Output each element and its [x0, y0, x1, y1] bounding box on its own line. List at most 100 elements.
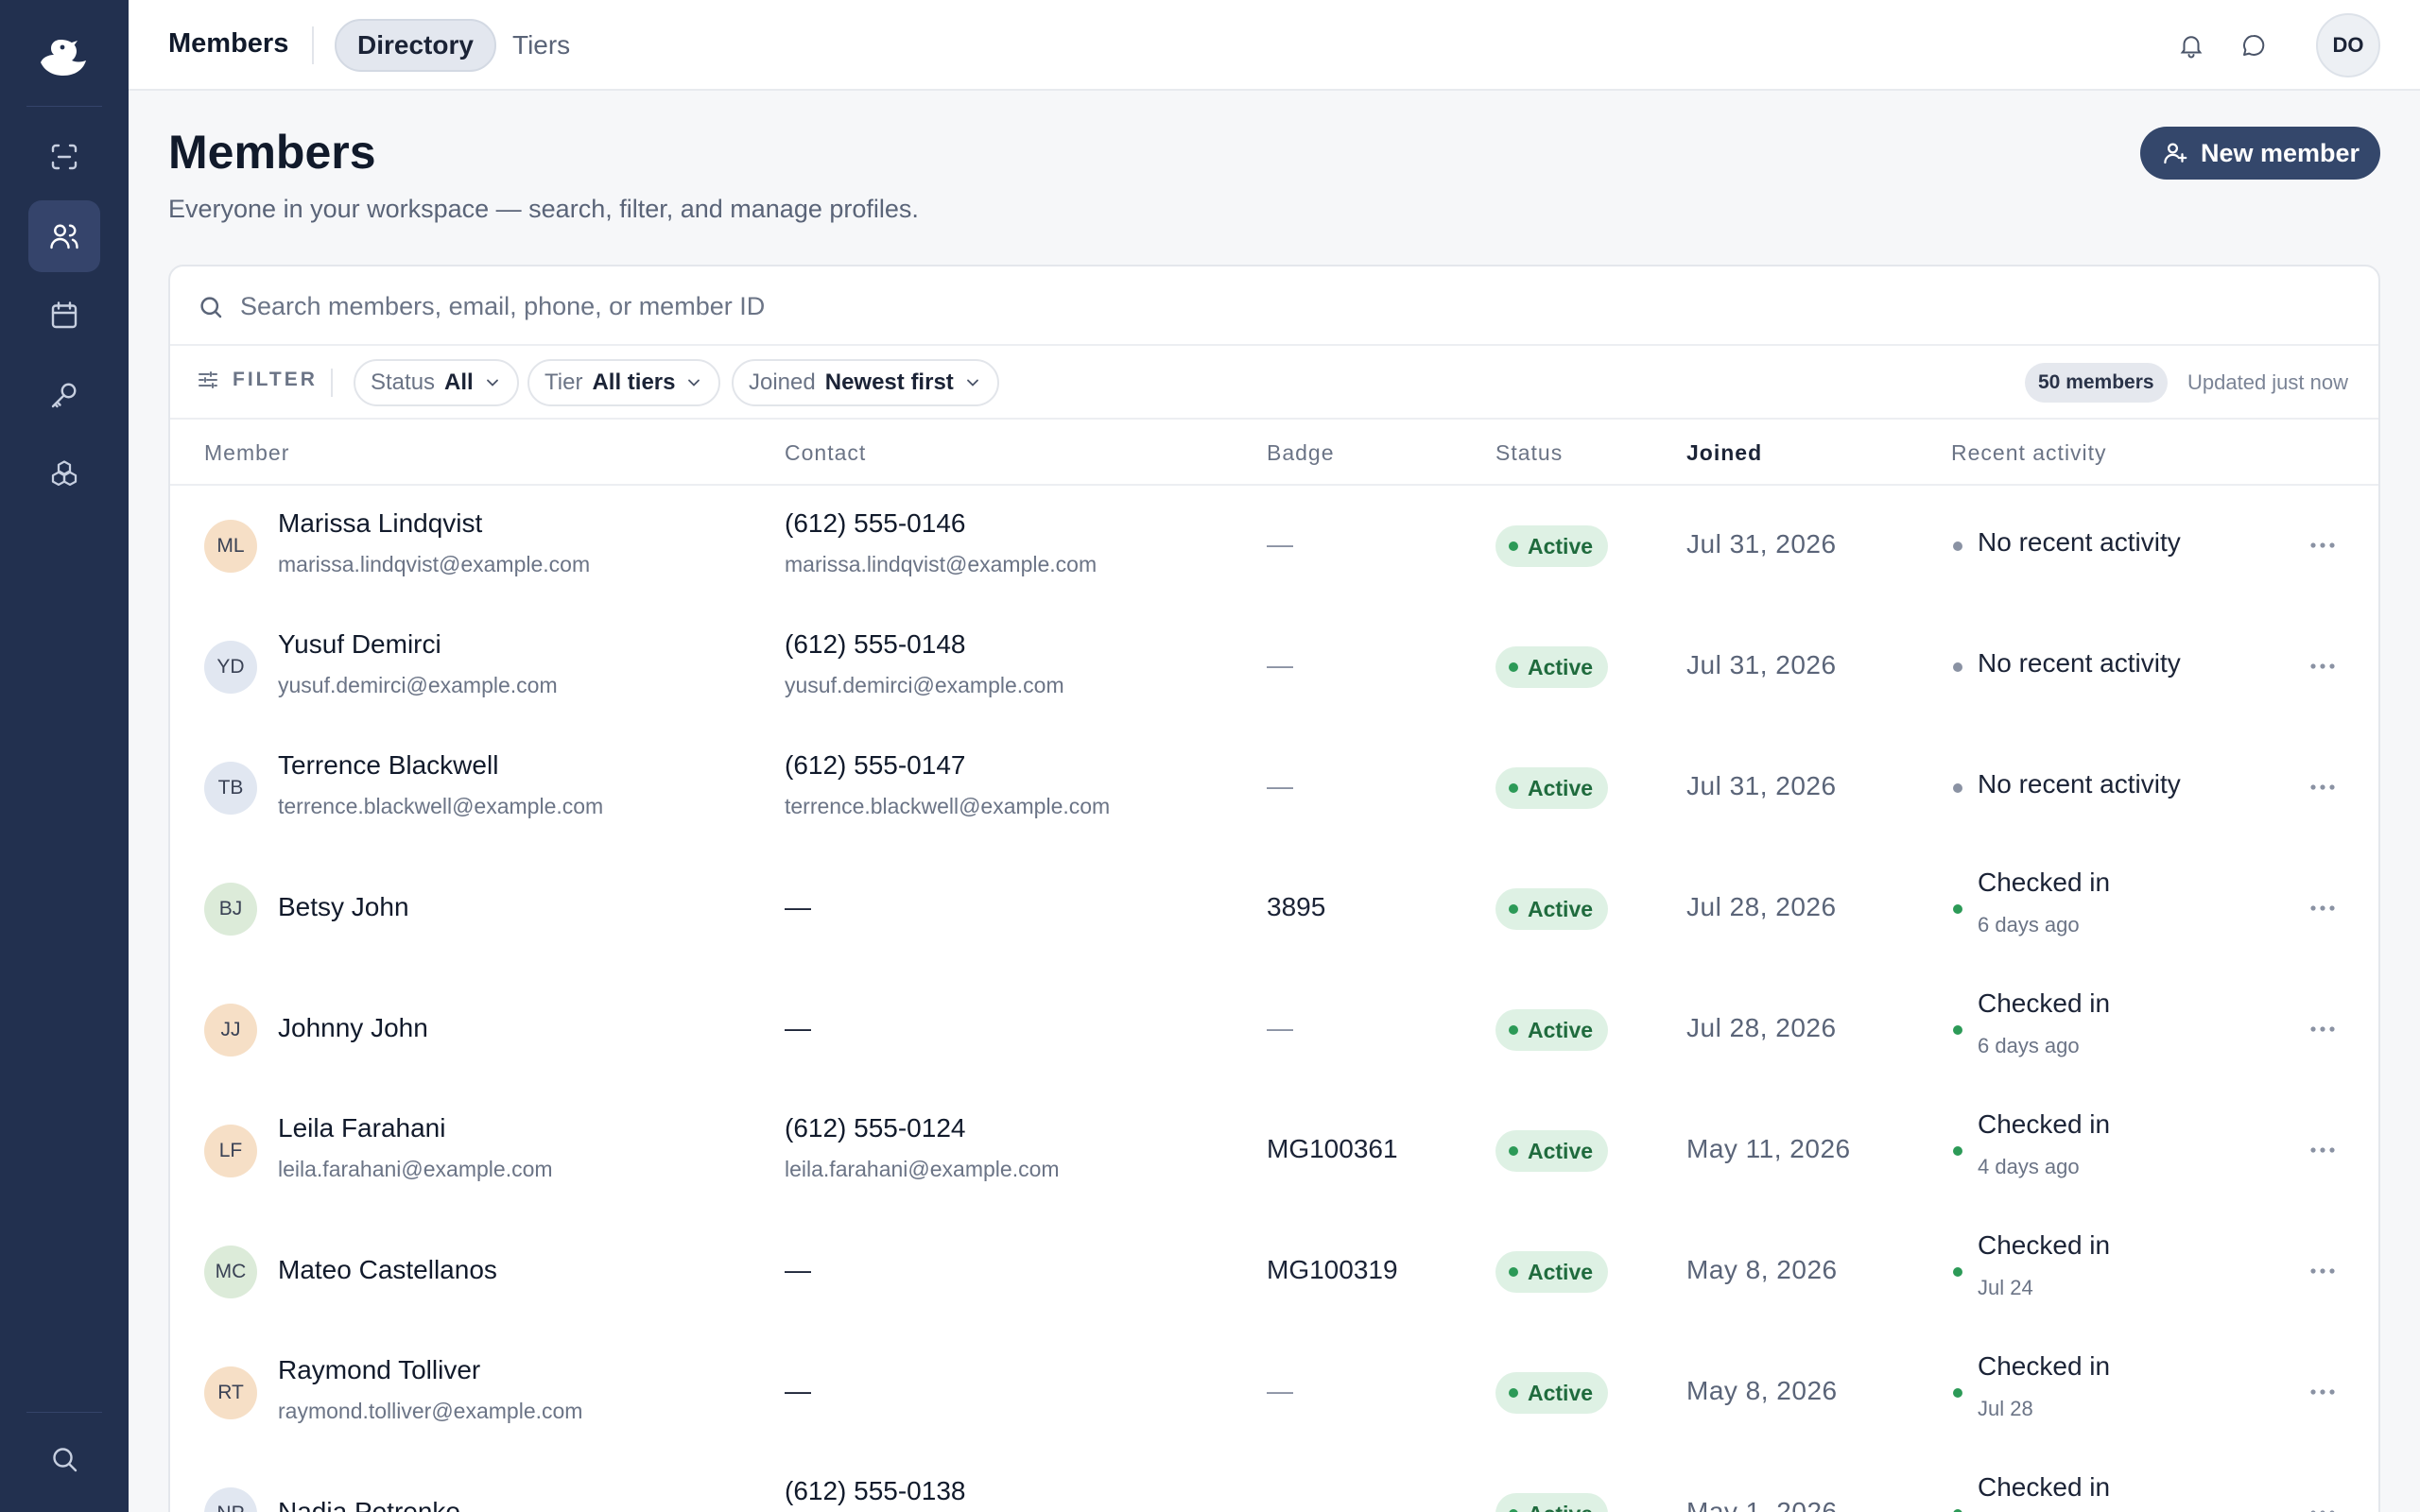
- activity-dot: [1953, 1146, 1962, 1156]
- status-label: Active: [1528, 654, 1594, 679]
- sidebar-item-keys[interactable]: [28, 359, 100, 431]
- activity-label: Checked in: [1978, 1109, 2111, 1139]
- joined-date: Jul 31, 2026: [1686, 650, 1837, 679]
- more-options-icon[interactable]: [2308, 775, 2337, 799]
- contact-email: leila.farahani@example.com: [785, 1157, 1060, 1181]
- column-status[interactable]: Status: [1495, 440, 1564, 465]
- topbar-divider: [312, 26, 314, 64]
- scan-icon: [51, 144, 78, 170]
- more-options-icon[interactable]: [2308, 1017, 2337, 1041]
- more-options-icon[interactable]: [2308, 1501, 2337, 1512]
- joined-date: May 8, 2026: [1686, 1255, 1838, 1284]
- table-row[interactable]: LF Leila Farahani leila.farahani@example.c…: [170, 1091, 2378, 1211]
- tab-directory[interactable]: Directory: [335, 19, 496, 72]
- notifications-button[interactable]: [2172, 26, 2210, 64]
- table-row[interactable]: JJ Johnny John — — Active Jul 28, 2026 Checked…: [170, 970, 2378, 1091]
- joined-date: May 1, 2026: [1686, 1497, 1838, 1512]
- member-name[interactable]: Leila Farahani: [278, 1113, 446, 1143]
- user-avatar[interactable]: DO: [2316, 13, 2380, 77]
- member-email: yusuf.demirci@example.com: [278, 673, 558, 697]
- table-row[interactable]: ML Marissa Lindqvist marissa.lindqvist@exa…: [170, 486, 2378, 607]
- member-name[interactable]: Betsy John: [278, 892, 409, 921]
- sidebar-item-members[interactable]: [28, 200, 100, 272]
- sidebar: [0, 0, 129, 1512]
- member-email: raymond.tolliver@example.com: [278, 1399, 583, 1423]
- duck-logo-icon[interactable]: [38, 34, 91, 83]
- tier-filter-key: Tier: [544, 369, 583, 395]
- activity-dot: [1953, 541, 1962, 551]
- tier-filter-dropdown[interactable]: Tier All tiers: [527, 359, 721, 406]
- avatar: MC: [204, 1246, 257, 1298]
- avatar: BJ: [204, 883, 257, 936]
- member-name[interactable]: Mateo Castellanos: [278, 1255, 497, 1284]
- member-name[interactable]: Raymond Tolliver: [278, 1355, 481, 1384]
- activity-dot: [1953, 904, 1962, 914]
- status-filter-dropdown[interactable]: Status All: [354, 359, 519, 406]
- bell-icon: [2180, 36, 2203, 59]
- member-count-badge: 50 members: [2025, 363, 2168, 403]
- contact-phone: (612) 555-0147: [785, 750, 966, 780]
- more-options-icon[interactable]: [2308, 533, 2337, 558]
- activity-dot: [1953, 662, 1962, 672]
- tab-tiers[interactable]: Tiers: [512, 30, 571, 60]
- activity-dot: [1953, 783, 1962, 793]
- status-label: Active: [1528, 1259, 1594, 1284]
- more-options-icon[interactable]: [2308, 1138, 2337, 1162]
- status-label: Active: [1528, 533, 1594, 558]
- table-row[interactable]: YD Yusuf Demirci yusuf.demirci@example.com…: [170, 607, 2378, 728]
- messages-button[interactable]: [2235, 26, 2273, 64]
- member-name[interactable]: Yusuf Demirci: [278, 629, 441, 659]
- status-dot: [1509, 1146, 1518, 1156]
- avatar: YD: [204, 641, 257, 694]
- member-name[interactable]: Nadia Petrenko: [278, 1497, 461, 1512]
- activity-dot: [1953, 1509, 1962, 1512]
- members-card: FILTER Status All Tier All tiers Joined …: [168, 265, 2380, 1512]
- sidebar-item-scan[interactable]: [28, 121, 100, 193]
- status-dot: [1509, 662, 1518, 672]
- column-contact[interactable]: Contact: [785, 440, 867, 465]
- column-member[interactable]: Member: [204, 440, 290, 465]
- badge-empty: —: [1267, 771, 1293, 800]
- status-dot: [1509, 904, 1518, 914]
- member-name[interactable]: Terrence Blackwell: [278, 750, 499, 780]
- badge-number: 3895: [1267, 892, 1326, 921]
- sidebar-item-inventory[interactable]: [28, 438, 100, 510]
- joined-sort-dropdown[interactable]: Joined Newest first: [732, 359, 999, 406]
- member-email: terrence.blackwell@example.com: [278, 794, 604, 818]
- activity-label: Checked in: [1978, 1230, 2111, 1260]
- activity-time: 4 days ago: [1978, 1155, 2080, 1178]
- column-recent-activity[interactable]: Recent activity: [1951, 440, 2107, 465]
- table-row[interactable]: NP Nadia Petrenko (612) 555-0138 Active May …: [170, 1453, 2378, 1512]
- joined-date: Jul 31, 2026: [1686, 529, 1837, 558]
- table-row[interactable]: TB Terrence Blackwell terrence.blackwell@e…: [170, 728, 2378, 849]
- more-options-icon[interactable]: [2308, 1259, 2337, 1283]
- member-name[interactable]: Johnny John: [278, 1013, 428, 1042]
- activity-dot: [1953, 1388, 1962, 1398]
- filter-label: FILTER: [197, 369, 318, 391]
- table-row[interactable]: RT Raymond Tolliver raymond.tolliver@examp…: [170, 1332, 2378, 1453]
- sidebar-item-calendar[interactable]: [28, 280, 100, 352]
- users-icon: [50, 224, 78, 249]
- more-options-icon[interactable]: [2308, 654, 2337, 679]
- column-joined[interactable]: Joined: [1686, 440, 1763, 465]
- badge-number: MG100361: [1267, 1134, 1398, 1163]
- contact-phone: (612) 555-0146: [785, 508, 966, 538]
- more-options-icon[interactable]: [2308, 896, 2337, 920]
- activity-time: Jul 24: [1978, 1276, 2033, 1299]
- table-row[interactable]: BJ Betsy John — 3895 Active Jul 28, 2026 Check…: [170, 849, 2378, 970]
- tier-filter-value: All tiers: [592, 369, 676, 395]
- sidebar-search-button[interactable]: [28, 1423, 100, 1495]
- activity-time: 6 days ago: [1978, 1034, 2080, 1057]
- table-row[interactable]: MC Mateo Castellanos — MG100319 Active May 8,…: [170, 1211, 2378, 1332]
- activity-label: No recent activity: [1978, 648, 2181, 678]
- member-email: marissa.lindqvist@example.com: [278, 552, 591, 576]
- search-input[interactable]: [240, 282, 2320, 331]
- contact-phone: (612) 555-0124: [785, 1113, 966, 1143]
- column-badge[interactable]: Badge: [1267, 440, 1335, 465]
- more-options-icon[interactable]: [2308, 1380, 2337, 1404]
- member-name[interactable]: Marissa Lindqvist: [278, 508, 483, 538]
- status-label: Active: [1528, 1017, 1594, 1042]
- member-email: leila.farahani@example.com: [278, 1157, 553, 1181]
- new-member-button[interactable]: New member: [2140, 127, 2380, 180]
- joined-date: May 8, 2026: [1686, 1376, 1838, 1405]
